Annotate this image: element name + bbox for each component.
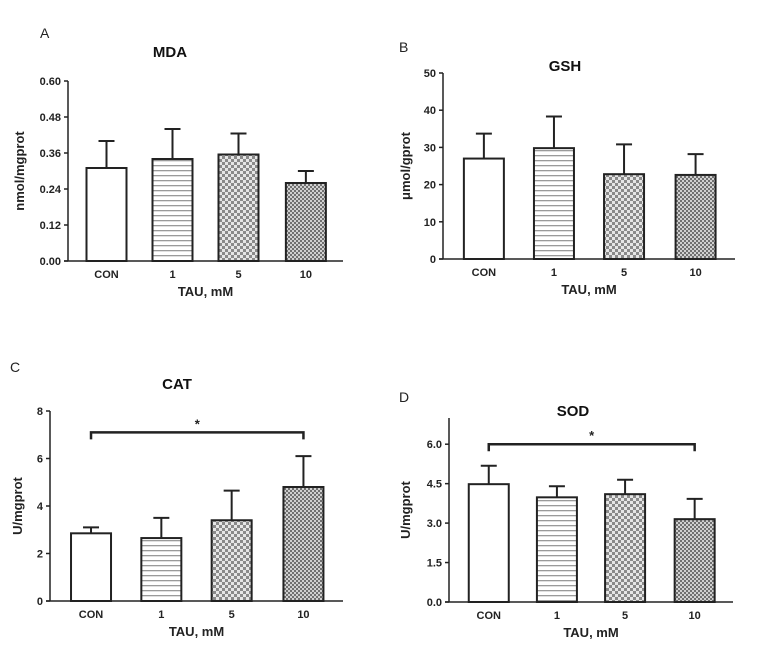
- y-tick-label: 6.0: [427, 439, 442, 451]
- y-axis-label: nmol/mgprot: [12, 131, 27, 211]
- bar-con: [462, 157, 505, 260]
- x-tick-label: 10: [689, 610, 701, 622]
- x-tick-label: 5: [621, 267, 627, 279]
- significance-bracket: [487, 442, 696, 452]
- y-tick-label: 40: [424, 105, 436, 117]
- bar-1: [535, 496, 578, 603]
- chart-title: GSH: [549, 58, 582, 75]
- x-tick-label: 1: [551, 267, 557, 279]
- bar-5: [603, 173, 646, 261]
- panel-a: A MDA CON 1 5 10 0.00 0.12 0.24 0.36 0.48 0.60 nmol/…: [12, 25, 343, 299]
- y-tick-label: 50: [424, 68, 436, 80]
- bar-con: [85, 167, 128, 262]
- y-tick-label: 0: [430, 254, 436, 266]
- x-tick-label: 5: [622, 610, 628, 622]
- y-axis-label: U/mgprot: [10, 476, 25, 534]
- y-axis-label: U/mgprot: [398, 480, 413, 538]
- bar-con: [70, 532, 113, 602]
- x-tick-label: CON: [94, 269, 119, 281]
- y-tick-label: 0.60: [40, 76, 61, 88]
- significance-star: *: [589, 428, 595, 443]
- y-tick-label: 0: [37, 596, 43, 608]
- panel-letter: C: [10, 359, 20, 375]
- x-tick-label: 1: [554, 610, 560, 622]
- bar-1: [140, 537, 183, 602]
- bar-10: [282, 486, 325, 602]
- x-tick-label: 10: [689, 267, 701, 279]
- bar-10: [284, 182, 327, 262]
- bar-10: [673, 518, 716, 604]
- y-axis-label: μmol/gprot: [398, 131, 413, 200]
- bar-1: [151, 158, 194, 262]
- chart-title: CAT: [162, 376, 192, 393]
- x-tick-label: 10: [297, 609, 309, 621]
- bar-5: [210, 519, 253, 602]
- x-tick-label: CON: [79, 609, 104, 621]
- panel-letter: B: [399, 39, 408, 55]
- y-tick-label: 2: [37, 549, 43, 561]
- y-tick-label: 3.0: [427, 518, 442, 530]
- chart-title: MDA: [153, 44, 187, 61]
- x-tick-label: 10: [300, 269, 312, 281]
- bar-5: [217, 153, 260, 262]
- y-tick-label: 0.48: [40, 112, 61, 124]
- y-tick-label: 30: [424, 142, 436, 154]
- y-tick-label: 0.0: [427, 597, 442, 609]
- bar-10: [674, 173, 717, 260]
- panel-letter: A: [40, 25, 50, 41]
- y-tick-label: 10: [424, 217, 436, 229]
- x-axis-label: TAU, mM: [169, 624, 224, 639]
- y-tick-label: 1.5: [427, 558, 442, 570]
- y-tick-label: 0.12: [40, 220, 61, 232]
- x-tick-label: 5: [229, 609, 235, 621]
- significance-bracket: [89, 431, 305, 440]
- x-tick-label: CON: [477, 610, 502, 622]
- x-tick-label: 5: [235, 269, 241, 281]
- panel-b: B GSH CON 1 5 10 0 10 20 30 40 50 μmol/gprot TAU, mM: [398, 39, 735, 297]
- y-tick-label: 6: [37, 454, 43, 466]
- x-tick-label: CON: [472, 267, 497, 279]
- bar-1: [532, 147, 575, 260]
- chart-title: SOD: [557, 403, 590, 420]
- x-tick-label: 1: [169, 269, 175, 281]
- y-tick-label: 0.36: [40, 148, 61, 160]
- x-axis-label: TAU, mM: [178, 284, 233, 299]
- significance-star: *: [195, 416, 201, 431]
- x-axis-label: TAU, mM: [561, 282, 616, 297]
- x-tick-label: 1: [158, 609, 164, 621]
- bar-5: [604, 493, 647, 604]
- y-tick-label: 0.00: [40, 256, 61, 268]
- y-tick-label: 20: [424, 180, 436, 192]
- y-tick-label: 4.5: [427, 479, 442, 491]
- y-tick-label: 4: [37, 501, 44, 513]
- x-axis-label: TAU, mM: [563, 625, 618, 640]
- panel-c: C CAT CON 1 5 10 0 2 4 6 8 U/mgprot TAU, mM *: [10, 359, 343, 639]
- y-tick-label: 8: [37, 406, 43, 418]
- panel-letter: D: [399, 389, 409, 405]
- panel-d: D SOD CON 1 5 10 0.0 1.5 3.0 4.5 6.0 U/mgprot TAU, m…: [398, 389, 733, 640]
- y-tick-label: 0.24: [40, 184, 62, 196]
- bar-con: [467, 483, 510, 603]
